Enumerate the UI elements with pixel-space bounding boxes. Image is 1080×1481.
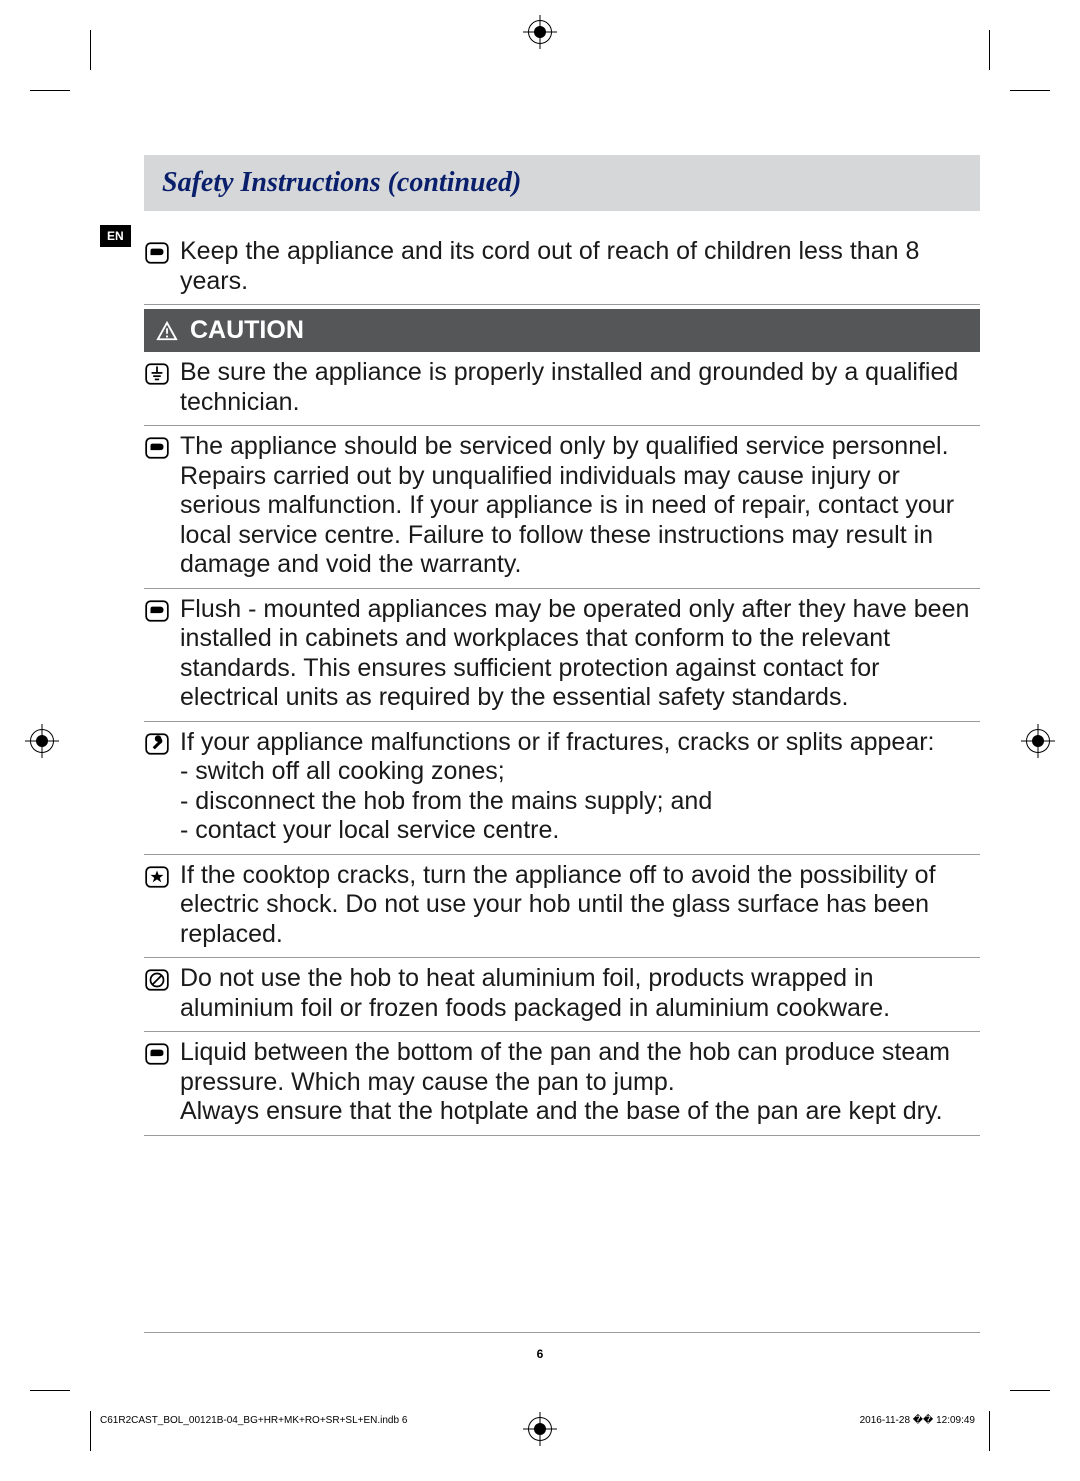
instructions-list: Keep the appliance and its cord out of r… xyxy=(144,231,980,1136)
instruction-entry: If your appliance malfunctions or if fra… xyxy=(144,722,980,855)
crop-mark xyxy=(989,1411,990,1451)
no-slash-icon xyxy=(144,967,174,993)
crop-mark xyxy=(1010,90,1050,91)
registration-mark-icon xyxy=(528,20,552,44)
crop-mark xyxy=(989,30,990,70)
page-content: Safety Instructions (continued) EN Keep … xyxy=(100,155,980,1361)
section-header: Safety Instructions (continued) xyxy=(144,155,980,211)
instruction-entry: Flush - mounted appliances may be operat… xyxy=(144,589,980,722)
hand-point-icon xyxy=(144,240,174,266)
footer-filename: C61R2CAST_BOL_00121B-04_BG+HR+MK+RO+SR+S… xyxy=(100,1415,407,1426)
instruction-text: Keep the appliance and its cord out of r… xyxy=(180,237,980,296)
section-title: Safety Instructions (continued) xyxy=(162,167,962,199)
instruction-text: If your appliance malfunctions or if fra… xyxy=(180,728,935,846)
instruction-entry: Be sure the appliance is properly instal… xyxy=(144,352,980,426)
crop-mark xyxy=(90,30,91,70)
language-tag: EN xyxy=(100,225,131,247)
hand-point-icon xyxy=(144,1041,174,1067)
wrench-icon xyxy=(144,731,174,757)
instruction-entry: If the cooktop cracks, turn the applianc… xyxy=(144,855,980,959)
footer-divider xyxy=(144,1332,980,1333)
registration-mark-icon xyxy=(30,729,54,753)
instruction-entry: Do not use the hob to heat aluminium foi… xyxy=(144,958,980,1032)
ground-plug-icon xyxy=(144,361,174,387)
caution-label: CAUTION xyxy=(190,316,304,345)
caution-bar: CAUTION xyxy=(144,309,980,352)
crop-mark xyxy=(1010,1390,1050,1391)
hand-point-icon xyxy=(144,435,174,461)
registration-mark-icon xyxy=(1026,729,1050,753)
instruction-text: Flush - mounted appliances may be operat… xyxy=(180,595,980,713)
hand-point-icon xyxy=(144,598,174,624)
instruction-text: The appliance should be serviced only by… xyxy=(180,432,980,580)
instruction-text: Liquid between the bottom of the pan and… xyxy=(180,1038,980,1127)
crop-mark xyxy=(30,90,70,91)
instruction-entry: Keep the appliance and its cord out of r… xyxy=(144,231,980,305)
instruction-text: Do not use the hob to heat aluminium foi… xyxy=(180,964,980,1023)
crop-mark xyxy=(30,1390,70,1391)
instruction-text: Be sure the appliance is properly instal… xyxy=(180,358,980,417)
registration-mark-icon xyxy=(528,1417,552,1441)
instruction-text: If the cooktop cracks, turn the applianc… xyxy=(180,861,980,950)
footer-timestamp: 2016-11-28 �� 12:09:49 xyxy=(860,1415,975,1426)
crop-mark xyxy=(90,1411,91,1451)
warning-triangle-icon xyxy=(156,320,178,342)
star-box-icon xyxy=(144,864,174,890)
instruction-entry: Liquid between the bottom of the pan and… xyxy=(144,1032,980,1136)
instruction-entry: The appliance should be serviced only by… xyxy=(144,426,980,589)
page-number: 6 xyxy=(537,1347,544,1361)
